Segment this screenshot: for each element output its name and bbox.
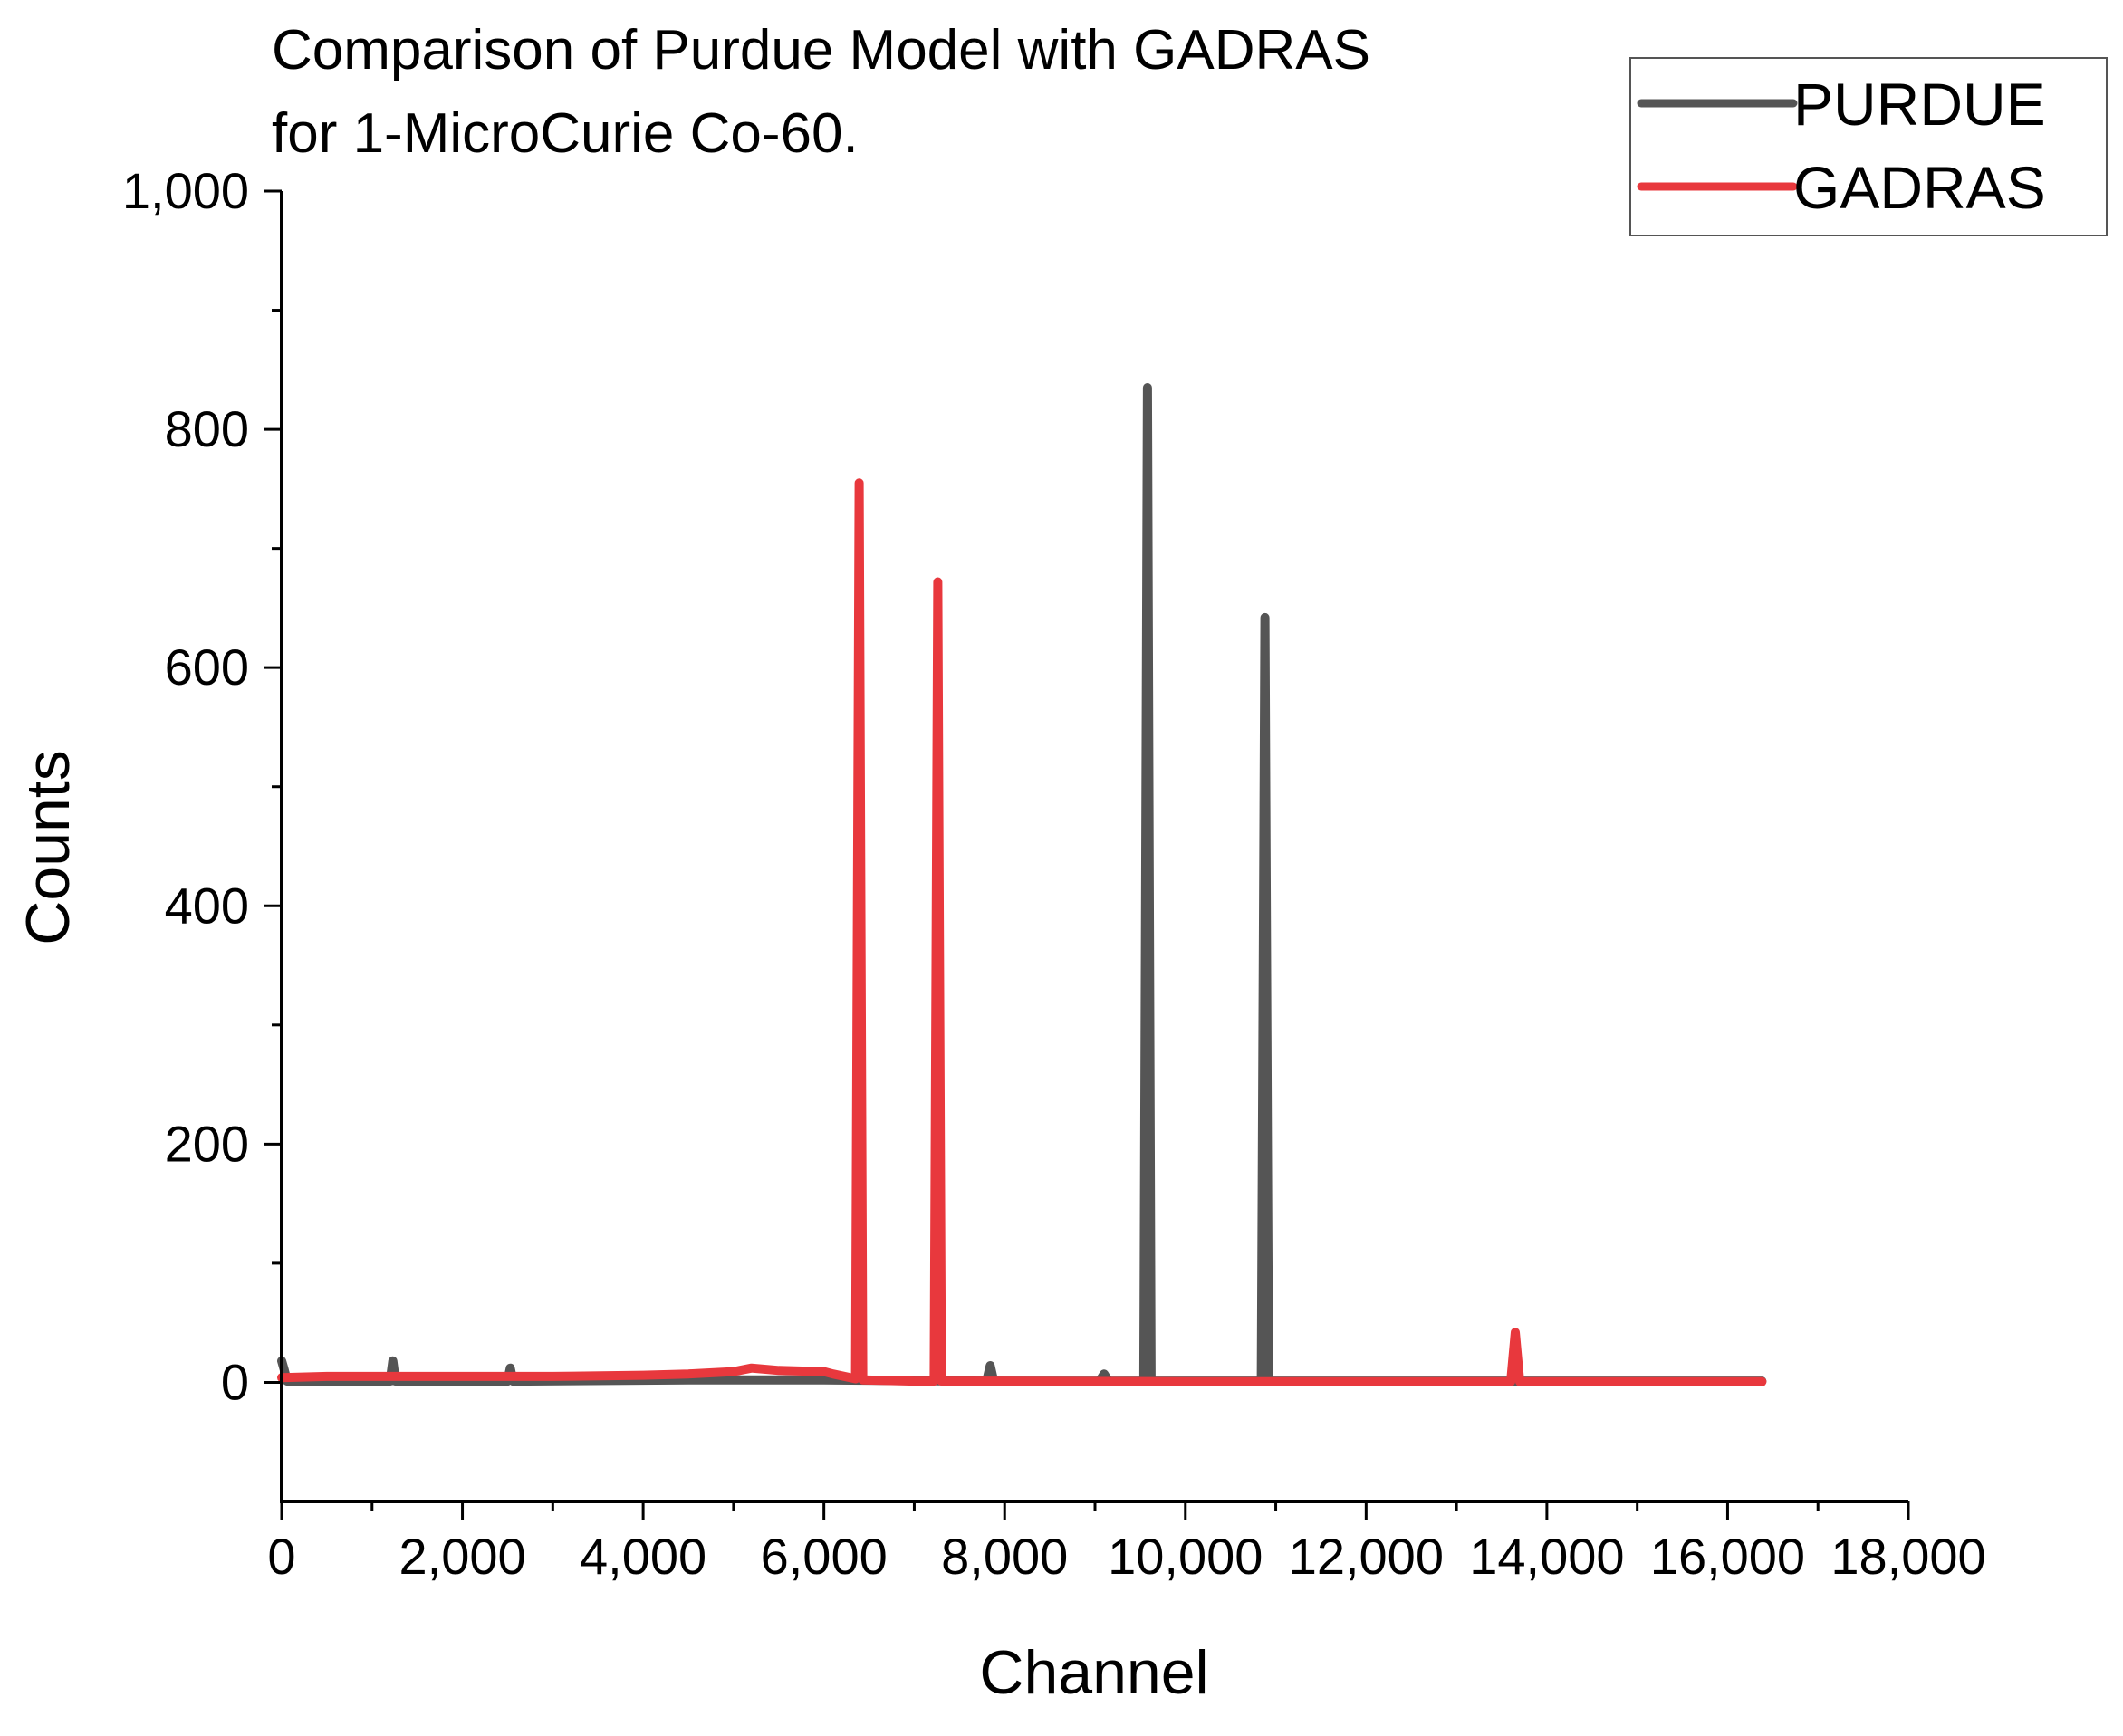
y-tick-label: 0 (221, 1353, 249, 1410)
y-tick-label: 800 (165, 400, 249, 457)
series-line-gadras (277, 478, 1767, 1386)
x-tick-label: 0 (267, 1528, 295, 1585)
series-line-purdue (277, 383, 1767, 1386)
y-tick-label: 600 (165, 638, 249, 695)
x-tick-label: 12,000 (1289, 1528, 1444, 1585)
x-axis-label: Channel (979, 1638, 1208, 1707)
legend-box (1629, 57, 2108, 236)
x-tick-label: 4,000 (580, 1528, 706, 1585)
plot-area (277, 383, 1767, 1386)
x-tick-label: 8,000 (941, 1528, 1068, 1585)
x-tick-label: 2,000 (399, 1528, 525, 1585)
y-tick-label: 200 (165, 1115, 249, 1172)
chart-title-line-1: Comparison of Purdue Model with GADRAS (272, 19, 1370, 82)
y-tick-label: 400 (165, 877, 249, 934)
x-tick-label: 6,000 (761, 1528, 888, 1585)
y-axis-label: Counts (14, 750, 82, 945)
x-tick-label: 16,000 (1650, 1528, 1805, 1585)
chart-title-line-2: for 1-MicroCurie Co-60. (272, 102, 859, 165)
y-ticks: 0 200 400 600 800 1,000 (122, 162, 282, 1410)
legend: PURDUE GADRAS (1629, 57, 2108, 236)
legend-label-gadras: GADRAS (1793, 154, 2046, 221)
y-tick-label: 1,000 (122, 162, 249, 219)
x-tick-label: 18,000 (1830, 1528, 1985, 1585)
x-tick-label: 14,000 (1469, 1528, 1624, 1585)
x-tick-label: 10,000 (1108, 1528, 1263, 1585)
legend-label-purdue: PURDUE (1793, 71, 2046, 138)
x-ticks: 0 2,000 4,000 6,000 8,000 10,000 12,000 14,000 1… (267, 1501, 1986, 1585)
